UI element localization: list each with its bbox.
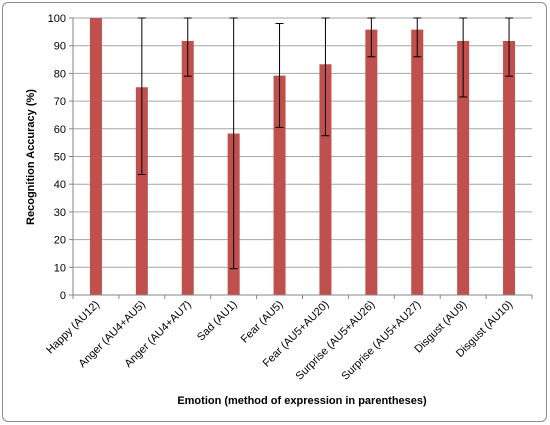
y-tick-label: 10 (54, 262, 66, 274)
bar (319, 64, 332, 295)
bar (135, 87, 148, 295)
x-tick-label: Sad (AU1) (195, 299, 240, 344)
y-tick-labels: 0 10 20 30 40 50 60 70 80 90 100 (48, 13, 66, 302)
x-tick-label: Fear (AU5) (239, 299, 286, 346)
y-tick-label: 50 (54, 152, 66, 164)
y-tick-label: 100 (48, 13, 66, 25)
bar (89, 18, 102, 295)
y-tick-label: 80 (54, 68, 66, 80)
bars (89, 18, 516, 296)
x-tick-label: Surprise (AU5+AU27) (339, 299, 423, 383)
axes (72, 18, 533, 299)
x-tick-label: Surprise (AU5+AU26) (294, 299, 378, 383)
y-tick-label: 0 (60, 290, 66, 302)
y-tick-label: 20 (54, 235, 66, 247)
y-tick-label: 30 (54, 207, 66, 219)
bar (273, 75, 286, 295)
bar (503, 40, 516, 296)
y-tick-label: 40 (54, 179, 66, 191)
y-tick-label: 90 (54, 41, 66, 53)
y-axis-title: Recognition Accuracy (%) (25, 89, 37, 225)
bar (365, 29, 378, 295)
error-bars (137, 17, 514, 270)
y-tick-label: 60 (54, 124, 66, 136)
x-tick-labels: Happy (AU12)Anger (AU4+AU5)Anger (AU4+AU… (44, 299, 515, 383)
x-axis-title: Emotion (method of expression in parenth… (177, 395, 427, 407)
y-tick-label: 70 (54, 96, 66, 108)
bar (181, 40, 194, 296)
bar (411, 29, 424, 295)
bar (457, 40, 470, 296)
